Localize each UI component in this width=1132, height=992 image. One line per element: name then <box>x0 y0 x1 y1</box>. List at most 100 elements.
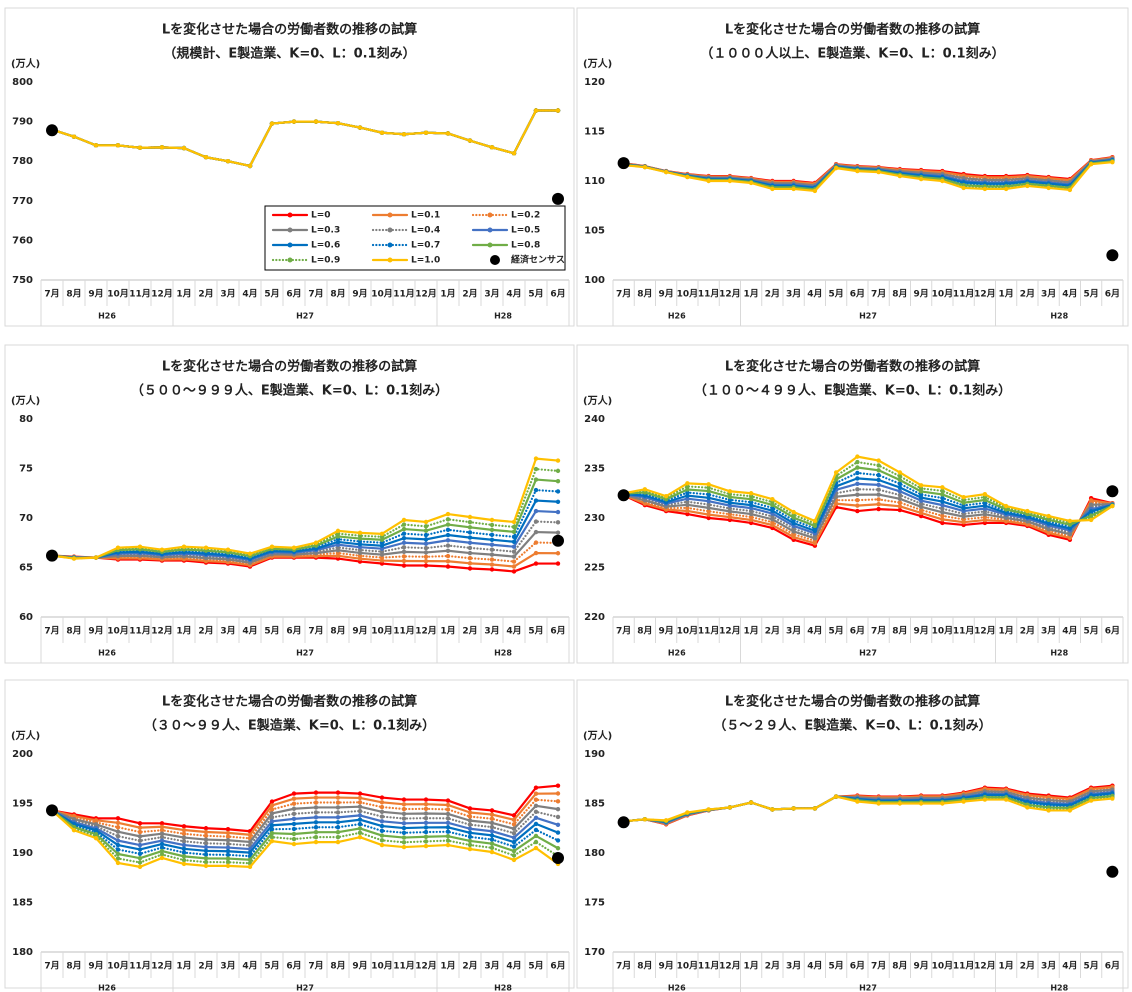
series-point <box>555 806 561 812</box>
series-point <box>357 813 363 818</box>
series-point <box>555 551 561 556</box>
series-point <box>159 824 165 829</box>
series-point <box>511 848 517 854</box>
series-point <box>555 108 561 113</box>
series-point <box>940 178 945 184</box>
series-point <box>555 799 561 804</box>
series-point <box>855 487 860 492</box>
series-point <box>897 489 903 494</box>
series-point <box>1046 513 1051 519</box>
series-point <box>940 502 945 508</box>
series-point <box>467 514 473 520</box>
legend-label: L=0 <box>311 211 331 221</box>
x-tick-label: 3月 <box>484 626 499 637</box>
series-point <box>335 839 341 845</box>
series-point <box>876 468 881 473</box>
series-point <box>313 119 319 124</box>
series-point <box>918 483 924 488</box>
series-point <box>533 498 539 503</box>
series-point <box>159 547 165 552</box>
series-point <box>489 562 495 567</box>
census-point <box>1106 485 1119 498</box>
series-point <box>961 495 966 500</box>
series-line <box>50 809 560 851</box>
series-point <box>533 797 539 802</box>
series-point <box>833 794 839 799</box>
census-point <box>46 549 58 562</box>
series-point <box>467 822 473 827</box>
x-tick-label: 8月 <box>637 289 652 300</box>
series-point <box>335 800 341 805</box>
group-label: H27 <box>296 984 314 992</box>
series-line <box>50 509 560 562</box>
series-point <box>181 145 187 151</box>
series-point <box>855 470 860 476</box>
series-point <box>511 534 517 540</box>
series-point <box>379 814 385 819</box>
x-tick-label: 5月 <box>528 961 543 972</box>
y-tick-label: 195 <box>12 799 33 810</box>
panel <box>4 344 575 664</box>
x-tick-label: 8月 <box>637 961 652 972</box>
series-point <box>159 855 165 861</box>
x-tick-label: 12月 <box>415 961 437 972</box>
series-point <box>555 791 561 796</box>
series-point <box>489 829 495 834</box>
census-point <box>617 489 630 502</box>
series-point <box>335 825 341 830</box>
legend-label: L=0.3 <box>311 226 340 236</box>
series-point <box>357 804 363 809</box>
series-point <box>1088 161 1094 167</box>
x-tick-label: 10月 <box>677 961 699 972</box>
x-tick-label: 4月 <box>242 626 257 637</box>
y-tick-label: 780 <box>12 156 33 167</box>
series-point <box>357 791 363 796</box>
series-point <box>511 539 517 544</box>
series-point <box>685 493 690 498</box>
series-point <box>940 485 945 490</box>
series-point <box>203 856 209 861</box>
series-point <box>897 500 903 505</box>
legend-label: L=0.1 <box>411 211 440 221</box>
series-point <box>335 795 341 800</box>
x-tick-label: 9月 <box>88 961 103 972</box>
series-point <box>203 863 209 869</box>
series-point <box>467 540 473 545</box>
series-point <box>555 814 561 820</box>
chart-title: Lを変化させた場合の労働者数の推移の試算 <box>162 22 417 38</box>
series-point <box>137 825 143 830</box>
legend-label: L=1.0 <box>411 256 440 266</box>
y-tick-label: 105 <box>584 226 605 237</box>
series-point <box>291 806 297 811</box>
x-tick-label: 9月 <box>88 626 103 637</box>
series-point <box>533 791 539 796</box>
series-point <box>401 844 407 850</box>
series-point <box>269 815 275 820</box>
census-point <box>617 157 630 170</box>
legend-marker <box>387 227 393 233</box>
series-point <box>855 503 860 508</box>
series-point <box>876 477 881 483</box>
series-point <box>137 829 143 835</box>
series-point <box>291 841 297 847</box>
y-axis-label: (万人) <box>11 57 40 70</box>
series-point <box>876 506 881 512</box>
census-point <box>46 124 58 137</box>
series-point <box>855 799 860 804</box>
series-point <box>812 806 818 811</box>
series-line <box>622 795 1114 823</box>
series-point <box>225 841 231 847</box>
series-point <box>918 513 924 519</box>
series-point <box>203 841 209 846</box>
series-point <box>1088 798 1094 803</box>
legend-marker <box>387 242 393 248</box>
series-point <box>115 851 121 857</box>
series-point <box>467 842 473 848</box>
series-point <box>897 496 903 501</box>
chart-subtitle: （１００～４９９人、E製造業、K=0、L：0.1刻み） <box>694 383 1011 399</box>
series-point <box>727 178 733 184</box>
chart-subtitle: （１０００人以上、E製造業、K=0、L：0.1刻み） <box>700 46 1004 62</box>
series-point <box>269 811 275 816</box>
series-point <box>748 180 754 186</box>
